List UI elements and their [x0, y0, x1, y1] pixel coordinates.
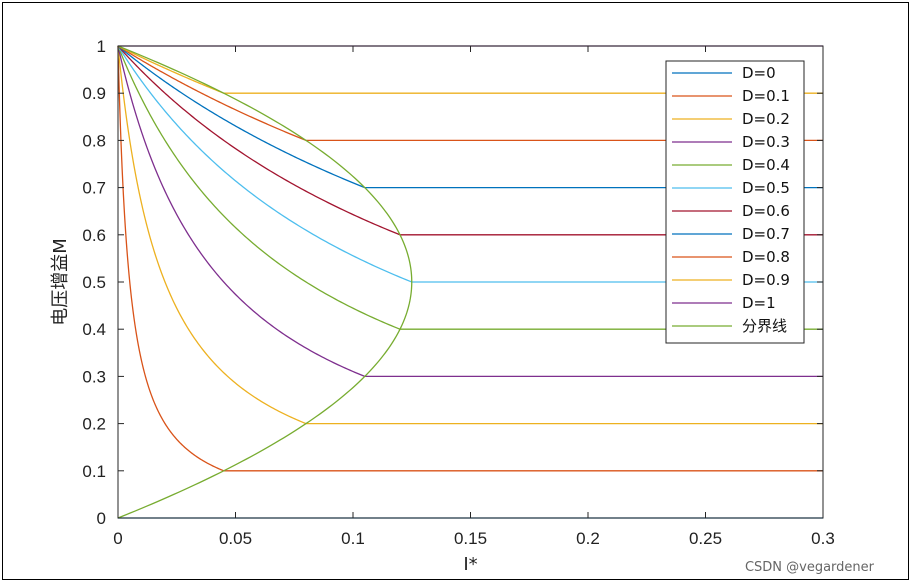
- watermark: CSDN @vegardener: [744, 560, 874, 575]
- legend-entry-label: D=0.5: [742, 179, 790, 197]
- series-line-d-0-2: [117, 45, 823, 425]
- legend-entry-label: D=0.7: [742, 225, 790, 243]
- y-tick-label: 0: [97, 509, 106, 528]
- legend-entry-label: D=0.8: [742, 248, 790, 266]
- legend-entry-label: D=0.1: [742, 87, 790, 105]
- y-tick-label: 0.1: [82, 462, 106, 481]
- x-tick-label: 0.1: [341, 529, 365, 548]
- y-tick-label: 0.3: [82, 367, 106, 386]
- legend-entry-label: D=0.3: [742, 133, 790, 151]
- series-line-d-0-7: [117, 45, 823, 189]
- y-tick-label: 0.7: [82, 179, 106, 198]
- legend-entry-label: D=0.9: [742, 271, 790, 289]
- y-axis-label: 电压增益M: [50, 238, 71, 326]
- legend-entry-label: D=0.4: [742, 156, 790, 174]
- legend-entry-label: D=0.2: [742, 110, 790, 128]
- y-tick-label: 0.5: [82, 273, 106, 292]
- legend-entry-label: 分界线: [742, 317, 787, 335]
- series-line-d-0-5: [117, 45, 823, 283]
- x-tick-label: 0.25: [689, 529, 722, 548]
- legend-entry-label: D=0: [742, 64, 776, 82]
- y-tick-label: 0.4: [82, 320, 106, 339]
- series-line-d-0-1: [117, 45, 823, 472]
- legend-box: [665, 60, 805, 344]
- boundary-line: [117, 45, 413, 519]
- legend: D=0 D=0.1 D=0.2 D=0.3 D=0.4 D=0.5 D=0.6 D=0.7 D=…: [665, 60, 805, 344]
- x-tick-label: 0.2: [576, 529, 600, 548]
- legend-entry-label: D=0.6: [742, 202, 790, 220]
- series-line-d-0-8: [117, 45, 823, 142]
- series-line-d-0-4: [117, 45, 823, 330]
- x-tick-label: 0.05: [219, 529, 252, 548]
- series-line-d-0-3: [117, 45, 823, 378]
- x-axis-label: I*: [463, 554, 477, 575]
- series-line-d-0-6: [117, 45, 823, 236]
- x-tick-label: 0.15: [454, 529, 487, 548]
- y-tick-label: 0.9: [82, 84, 106, 103]
- y-tick-label: 0.8: [82, 131, 106, 150]
- x-tick-label: 0: [113, 529, 122, 548]
- y-tick-label: 0.6: [82, 226, 106, 245]
- ticks-layer: 0 0.05 0.1 0.15 0.2 0.25 0.3 0 0.1 0.2 0.3 0.4 0.5 0.…: [82, 37, 834, 548]
- y-tick-label: 1: [97, 37, 106, 56]
- y-tick-label: 0.2: [82, 415, 106, 434]
- legend-entry-label: D=1: [742, 294, 776, 312]
- x-tick-label: 0.3: [811, 529, 835, 548]
